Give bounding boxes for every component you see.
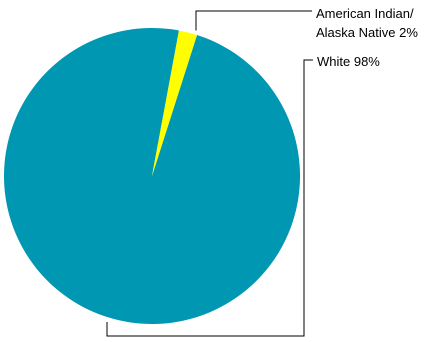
pie-slice-american-indian [152,30,197,177]
pie-slices [3,27,300,324]
slice-labels: American Indian/ Alaska Native 2% White … [316,6,418,69]
slice-label-white: White 98% [317,54,380,69]
slice-label-american-indian-line-1: American Indian/ [316,6,414,21]
leader-lines [106,10,313,337]
slice-label-american-indian-line-2: Alaska Native 2% [316,25,418,40]
pie-slice-white [3,27,300,324]
leader-line-white [106,59,313,337]
leader-line-american-indian [195,10,312,31]
